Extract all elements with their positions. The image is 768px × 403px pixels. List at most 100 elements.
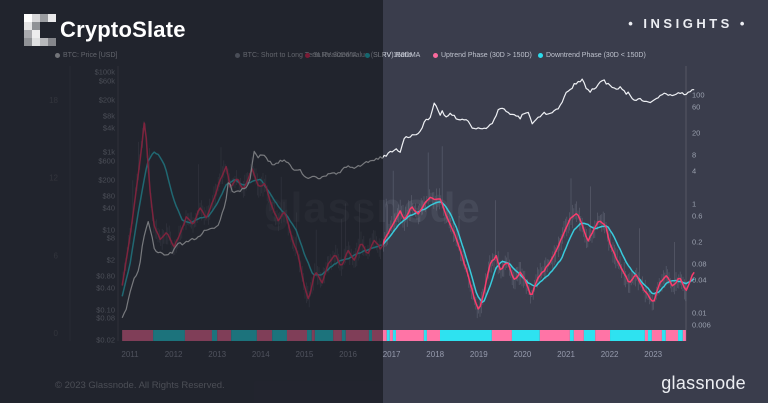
legend-item-5: Downtrend Phase (30D < 150D) [538,52,646,59]
ratio-axis-label: 0.01 [692,309,707,318]
phase-down-segment [231,330,257,341]
year-axis-label: 2022 [601,350,619,359]
price-axis-label: $0.08 [96,313,115,322]
legend-label: Downtrend Phase (30D < 150D) [546,52,646,59]
year-axis-label: 2012 [165,350,183,359]
ratio-axis-label: 0.08 [692,259,707,268]
phase-up-segment [122,330,154,341]
year-axis-label: 2017 [383,350,401,359]
price-axis-label: $8 [107,233,115,242]
phase-down-segment [386,330,390,341]
phase-up-segment [644,330,648,341]
phase-up-segment [665,330,679,341]
far-left-axis-label: 6 [54,251,59,260]
ratio-axis-label: 100 [692,91,705,100]
price-axis-label: $4k [103,123,115,132]
year-axis-label: 2020 [514,350,532,359]
phase-up-segment [311,330,315,341]
phase-up-segment [389,330,393,341]
phase-up-segment [217,330,232,341]
phase-down-segment [583,330,596,341]
price-axis-label: $0.02 [96,335,115,344]
glassnode-logo: glassnode [661,373,746,393]
legend-dot-icon [433,53,438,58]
ratio-axis-label: 60 [692,103,700,112]
phase-up-segment [184,330,212,341]
chart-legend: BTC: Price [USD] BTC: Short to Long Term … [0,52,768,64]
legend-label: BTC: Price [USD] [63,52,118,59]
legend-item-0: BTC: Price [USD] [55,52,117,59]
price-axis-label: $100k [95,68,116,77]
phase-down-segment [423,330,427,341]
year-axis-label: 2023 [644,350,662,359]
phase-up-segment [395,330,424,341]
legend-item-3: SLRV 150DMA [365,52,420,59]
legend-label: Uptrend Phase (30D > 150D) [441,52,532,59]
year-axis-label: 2015 [296,350,314,359]
phase-up-segment [595,330,611,341]
phase-up-segment [286,330,308,341]
phase-down-segment [610,330,645,341]
ratio-axis-label: 0.6 [692,212,702,221]
ratio-axis-label: 1 [692,200,696,209]
price-axis-label: $20k [99,95,116,104]
phase-up-segment [345,330,369,341]
legend-item-4: Uptrend Phase (30D > 150D) [433,52,532,59]
price-axis-label: $8k [103,111,115,120]
ratio-axis-label: 8 [692,150,696,159]
year-axis-label: 2021 [557,350,575,359]
phase-down-segment [211,330,218,341]
phase-up-segment [491,330,512,341]
legend-dot-icon [538,53,543,58]
phase-up-segment [256,330,273,341]
phase-down-segment [511,330,540,341]
price-axis-label: $60k [99,76,116,85]
phase-up-segment [539,330,570,341]
phase-down-segment [153,330,185,341]
phase-down-segment [439,330,492,341]
price-axis-label: $600 [98,156,115,165]
year-axis-label: 2018 [426,350,444,359]
price-axis-label: $0.80 [96,271,115,280]
year-axis-label: 2014 [252,350,270,359]
phase-up-segment [371,330,387,341]
legend-label: SLRV 150DMA [373,52,421,59]
phase-down-segment [392,330,396,341]
year-axis-label: 2011 [121,350,139,359]
legend-dot-icon [305,53,310,58]
phase-up-segment [333,330,342,341]
price-axis-label: $1k [103,148,115,157]
far-left-axis-label: 18 [49,96,58,105]
phase-up-segment [682,330,686,341]
year-axis-label: 2013 [208,350,226,359]
phase-down-segment [569,330,574,341]
phase-up-segment [426,330,440,341]
year-axis-label: 2019 [470,350,488,359]
price-axis-label: $200 [98,175,115,184]
phase-down-segment [661,330,666,341]
legend-label: SLRV 30DMA [313,52,357,59]
slrv-150dma-line [121,151,695,303]
phase-up-segment [651,330,662,341]
legend-dot-icon [365,53,370,58]
phase-down-segment [678,330,683,341]
ratio-axis-label: 0.04 [692,276,707,285]
price-axis-label: $40 [102,203,115,212]
phase-down-segment [272,330,287,341]
phase-down-segment [368,330,372,341]
ratio-axis-label: 0.2 [692,238,702,247]
year-axis-label: 2016 [339,350,357,359]
far-left-axis-label: 0 [54,329,59,338]
phase-down-segment [314,330,334,341]
ratio-axis-label: 0.006 [692,321,711,330]
phase-down-segment [647,330,652,341]
ratio-axis-label: 4 [692,167,696,176]
price-axis-label: $2 [107,255,115,264]
phase-down-segment [341,330,346,341]
btc-price-line [121,78,695,319]
copyright-text: © 2023 Glassnode. All Rights Reserved. [55,380,225,391]
legend-dot-icon [55,53,60,58]
phase-up-segment [573,330,584,341]
